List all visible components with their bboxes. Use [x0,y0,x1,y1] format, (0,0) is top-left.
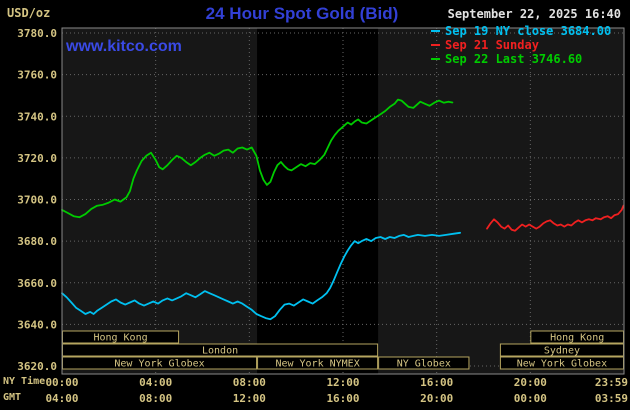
y-axis-label: 3660.0 [17,277,57,290]
unit-label: USD/oz [7,6,51,20]
y-axis-label: 3760.0 [17,69,57,82]
x-axis-label-ny: 04:00 [139,376,172,389]
session-label: New York Globex [114,359,204,370]
y-axis-label: 3700.0 [17,194,57,207]
session-label: Hong Kong [93,333,147,344]
session-box [378,356,470,370]
legend-label: Sep 21 Sunday [445,38,539,52]
x-axis-label-ny: 12:00 [326,376,359,389]
session-label: Hong Kong [550,333,604,344]
chart-legend: Sep 19 NY close 3684.00 Sep 21 Sunday Se… [431,24,611,66]
page-title: 24 Hour Spot Gold (Bid) [205,4,399,23]
x-axis-label-gmt: 08:00 [139,392,172,405]
series-dash-icon [431,30,440,32]
y-axis-label: 3780.0 [17,27,57,40]
x-axis-label-gmt: 03:59 [595,392,628,405]
kitco-watermark-link[interactable]: www.kitco.com [66,38,182,55]
datetime-label: September 22, 2025 16:40 [447,7,621,21]
ny-time-axis-label: NY Time [3,376,46,387]
plot-border [61,27,625,375]
gmt-axis-label: GMT [3,392,22,403]
series-dash-icon [431,44,440,46]
x-axis-label-gmt: 12:00 [233,392,266,405]
y-axis-label: 3740.0 [17,110,57,123]
session-label: Sydney [544,346,580,357]
session-label: New York Globex [517,359,607,370]
price-line-sep21 [486,204,625,232]
legend-label: Sep 19 NY close 3684.00 [445,24,612,38]
session-label: NY Globex [397,359,451,370]
x-axis-label-gmt: 20:00 [420,392,453,405]
legend-label: Sep 22 Last 3746.60 [445,52,583,66]
x-axis-label-ny: 08:00 [233,376,266,389]
x-axis-label-ny: 16:00 [420,376,453,389]
session-box [257,356,379,370]
x-axis-label-ny: 23:59 [595,376,628,389]
legend-item-sep19-close: Sep 19 NY close 3684.00 [431,24,611,38]
x-axis-label-ny: 00:00 [45,376,78,389]
y-axis-label: 3640.0 [17,318,57,331]
x-axis-label-gmt: 04:00 [45,392,78,405]
nymex-session-band [257,28,379,374]
y-axis-label: 3620.0 [17,360,57,373]
price-line-sep19 [61,231,462,321]
y-axis-label: 3680.0 [17,235,57,248]
x-axis-label-gmt: 00:00 [514,392,547,405]
x-axis-label-ny: 20:00 [514,376,547,389]
session-label: London [202,346,238,357]
session-label: New York NYMEX [275,359,359,370]
legend-item-sep21-sunday: Sep 21 Sunday [431,38,611,52]
price-line-sep22 [61,98,454,219]
y-axis-label: 3720.0 [17,152,57,165]
x-axis-label-gmt: 16:00 [326,392,359,405]
legend-item-sep22-last: Sep 22 Last 3746.60 [431,52,611,66]
series-dash-icon [431,58,440,60]
